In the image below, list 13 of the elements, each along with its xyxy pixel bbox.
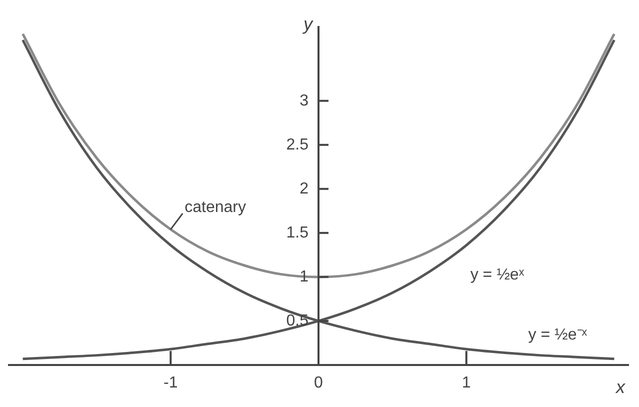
y-axis-title: y [302,14,314,34]
y-tick-label: 2.5 [286,136,309,154]
annotation: y = ½eˣ [470,266,525,284]
y-tick-label: 2 [300,180,309,198]
line-series [22,38,616,360]
x-axis-title: x [615,377,626,397]
annotation: catenary [184,198,246,216]
x-tick-label: 1 [462,374,471,392]
y-tick-label: 3 [300,92,309,110]
annotation: y = ½e⁻ˣ [528,326,588,344]
x-tick-label: 0 [314,374,324,392]
y-tick-label: 1.5 [286,224,309,242]
x-tick-label: -1 [164,374,178,392]
